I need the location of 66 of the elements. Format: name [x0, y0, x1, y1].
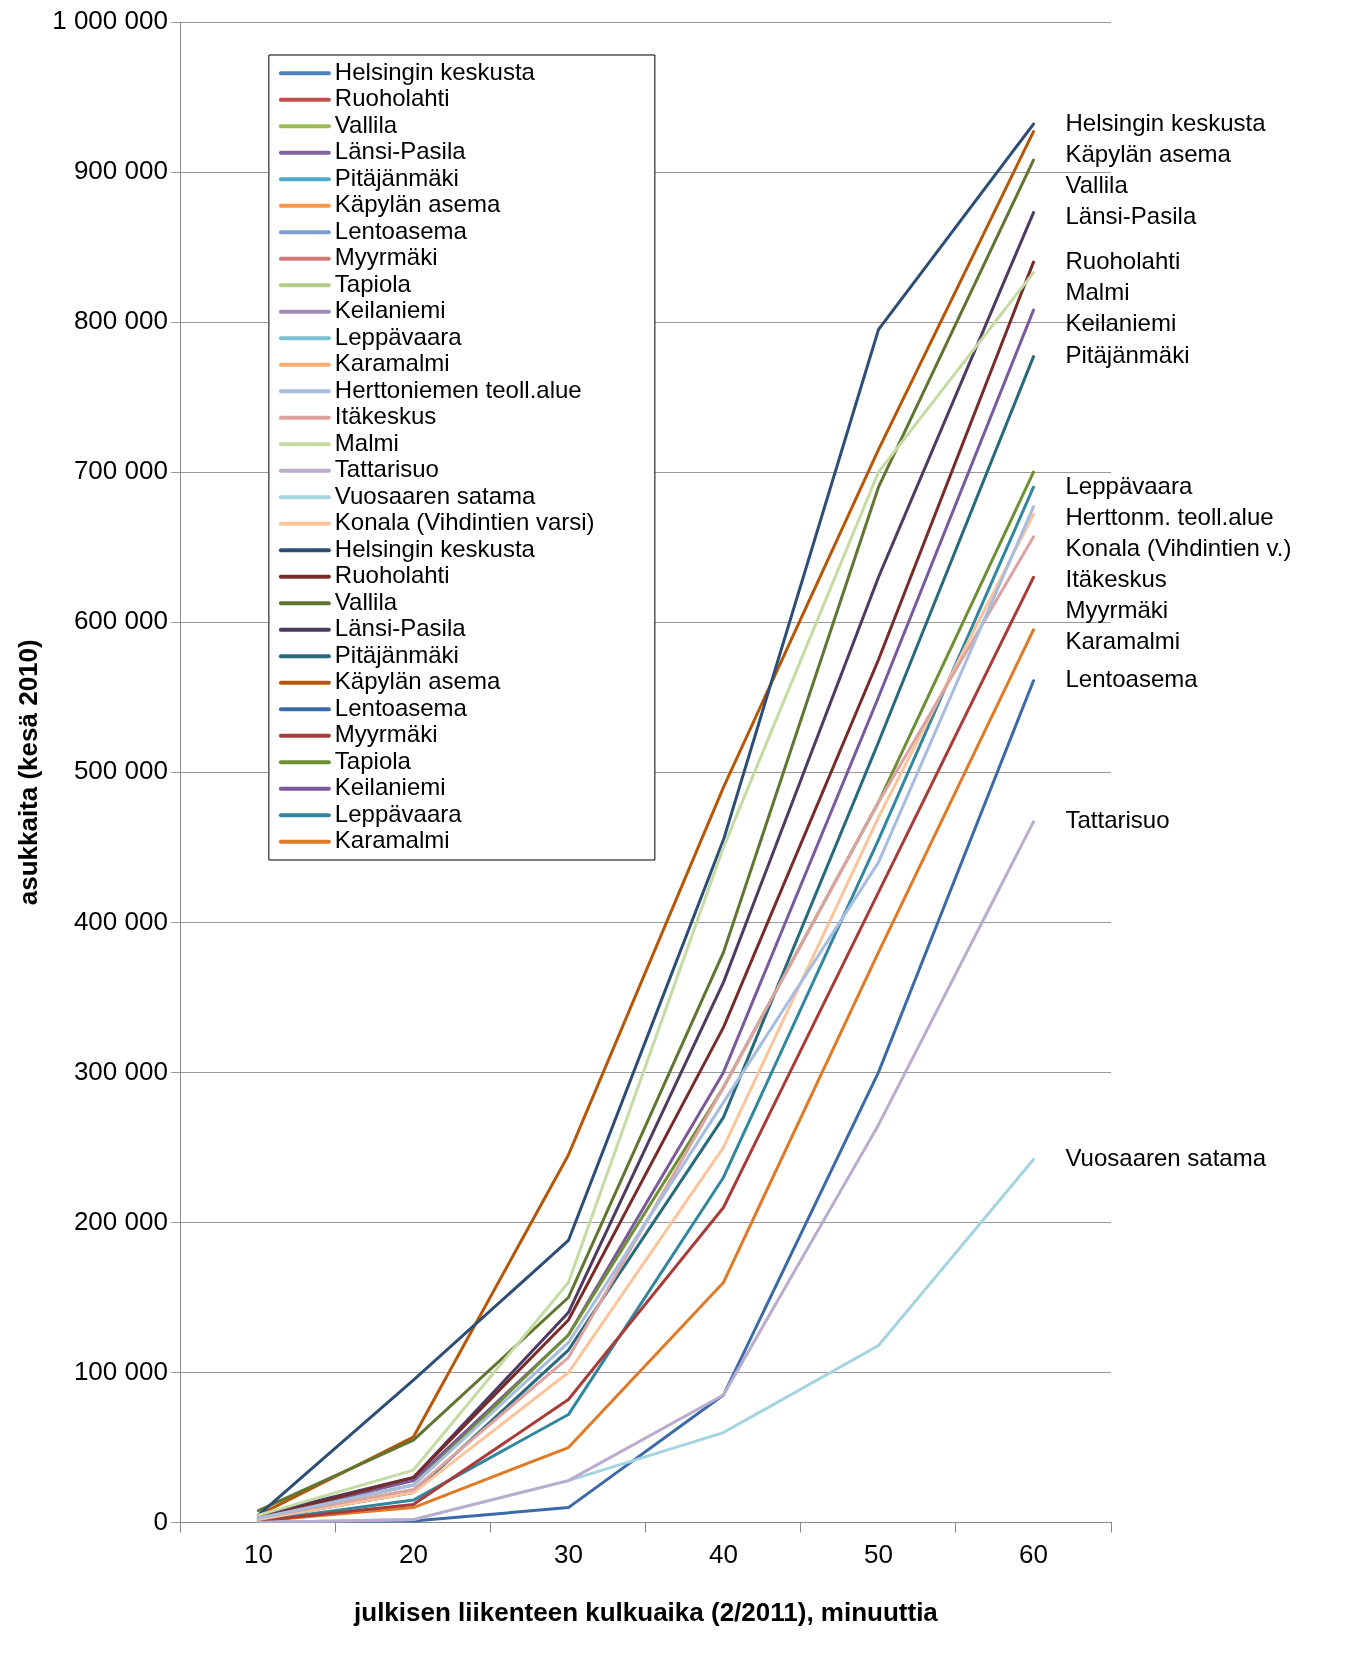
- legend-label: Käpylän asema: [334, 190, 501, 218]
- annotation: Käpylän asema: [1065, 139, 1232, 167]
- annotation: Länsi-Pasila: [1065, 201, 1197, 229]
- y-tick-label: 0: [153, 1505, 168, 1536]
- y-tick-label: 400 000: [73, 905, 168, 936]
- legend-label: Myyrmäki: [334, 720, 438, 748]
- legend-label: Ruoholahti: [334, 561, 450, 589]
- legend-label: Pitäjänmäki: [334, 640, 459, 668]
- annotation: Ruoholahti: [1065, 246, 1181, 274]
- legend-label: Myyrmäki: [334, 243, 438, 271]
- annotation: Malmi: [1065, 277, 1130, 305]
- legend-label: Helsingin keskusta: [334, 534, 536, 562]
- legend-label: Keilaniemi: [334, 773, 446, 801]
- annotation: Itäkeskus: [1065, 564, 1167, 592]
- legend-label: Länsi-Pasila: [334, 137, 467, 165]
- annotation: Tattarisuo: [1065, 806, 1170, 834]
- legend-label: Herttoniemen teoll.alue: [334, 375, 582, 403]
- y-tick-label: 600 000: [73, 605, 168, 636]
- legend-label: Keilaniemi: [334, 296, 446, 324]
- legend-label: Tapiola: [334, 746, 412, 774]
- annotation: Keilaniemi: [1065, 308, 1177, 336]
- legend-label: Karamalmi: [334, 349, 450, 377]
- legend-label: Tattarisuo: [334, 455, 439, 483]
- annotation: Karamalmi: [1065, 626, 1181, 654]
- x-tick-label: 10: [243, 1539, 273, 1570]
- legend-label: Vallila: [334, 110, 398, 138]
- legend-label: Ruoholahti: [334, 84, 450, 112]
- annotation: Myyrmäki: [1065, 595, 1169, 623]
- annotation: Herttonm. teoll.alue: [1065, 502, 1274, 530]
- legend-label: Länsi-Pasila: [334, 614, 467, 642]
- annotation: Lentoasema: [1065, 665, 1199, 693]
- y-tick-label: 100 000: [73, 1355, 168, 1386]
- x-tick-label: 40: [708, 1539, 738, 1570]
- annotation: Leppävaara: [1065, 471, 1193, 499]
- legend-label: Leppävaara: [334, 799, 463, 827]
- annotation: Vuosaaren satama: [1065, 1144, 1267, 1172]
- y-axis-title: asukkaita (kesä 2010): [12, 639, 43, 906]
- annotation: Pitäjänmäki: [1065, 341, 1190, 369]
- annotation: Vallila: [1065, 170, 1129, 198]
- y-tick-label: 800 000: [73, 305, 168, 336]
- legend-label: Lentoasema: [334, 693, 468, 721]
- y-tick-label: 700 000: [73, 455, 168, 486]
- legend-label: Helsingin keskusta: [334, 57, 536, 85]
- legend-label: Itäkeskus: [334, 402, 437, 430]
- y-tick-label: 1 000 000: [52, 5, 168, 36]
- y-tick-label: 300 000: [73, 1055, 168, 1086]
- x-tick-label: 20: [398, 1539, 428, 1570]
- annotation: Helsingin keskusta: [1065, 108, 1267, 136]
- legend-label: Pitäjänmäki: [334, 163, 459, 191]
- legend-label: Karamalmi: [334, 826, 450, 854]
- legend-label: Käpylän asema: [334, 667, 501, 695]
- x-tick-label: 60: [1019, 1539, 1048, 1570]
- legend-label: Vallila: [334, 587, 398, 615]
- annotation: Konala (Vihdintien v.): [1065, 533, 1292, 561]
- x-axis-title: julkisen liikenteen kulkuaika (2/2011), minuuttia: [353, 1596, 939, 1627]
- legend-label: Lentoasema: [334, 216, 468, 244]
- y-tick-label: 200 000: [73, 1205, 168, 1236]
- legend-label: Konala (Vihdintien varsi): [334, 508, 595, 536]
- x-tick-label: 50: [864, 1539, 893, 1570]
- legend-label: Vuosaaren satama: [334, 481, 537, 509]
- legend-label: Malmi: [334, 428, 399, 456]
- y-tick-label: 900 000: [73, 155, 168, 186]
- legend-label: Tapiola: [334, 269, 412, 297]
- y-tick-label: 500 000: [73, 755, 168, 786]
- x-tick-label: 30: [553, 1539, 583, 1570]
- legend-label: Leppävaara: [334, 322, 463, 350]
